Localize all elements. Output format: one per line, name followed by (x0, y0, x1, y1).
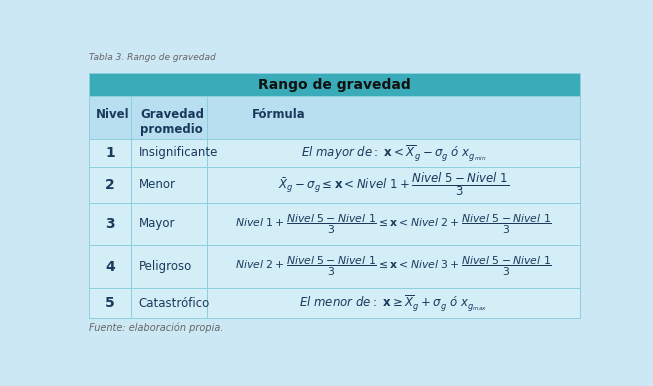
Text: Tabla 3. Rango de gravedad: Tabla 3. Rango de gravedad (89, 53, 216, 62)
Text: Nivel: Nivel (95, 108, 129, 122)
Text: $\mathit{El\ mayor\ de:}\ \mathbf{x} < \overline{X}_g - \sigma_g\ ó\ x_{g_{min}}: $\mathit{El\ mayor\ de:}\ \mathbf{x} < \… (301, 143, 486, 163)
Text: Menor: Menor (138, 178, 176, 191)
Text: $Nivel\ 2 + \dfrac{Nivel\ 5 - Nivel\ 1}{3} \leq \mathbf{x} < Nivel\ 3 + \dfrac{N: $Nivel\ 2 + \dfrac{Nivel\ 5 - Nivel\ 1}{… (235, 255, 552, 278)
Bar (207, 139, 580, 167)
Bar (89, 167, 131, 203)
Text: Mayor: Mayor (138, 217, 175, 230)
Text: Insignificante: Insignificante (138, 146, 218, 159)
Text: 1: 1 (105, 146, 115, 160)
Text: Peligroso: Peligroso (138, 260, 192, 273)
Bar (131, 167, 207, 203)
Text: 4: 4 (105, 260, 115, 274)
Text: 2: 2 (105, 178, 115, 192)
Text: Catastrófico: Catastrófico (138, 296, 210, 310)
Bar (207, 245, 580, 288)
Text: Gravedad
promedio: Gravedad promedio (140, 108, 204, 136)
Text: $Nivel\ 1 + \dfrac{Nivel\ 5 - Nivel\ 1}{3} \leq \mathbf{x} < Nivel\ 2 + \dfrac{N: $Nivel\ 1 + \dfrac{Nivel\ 5 - Nivel\ 1}{… (235, 212, 552, 235)
Text: Fuente: elaboración propia.: Fuente: elaboración propia. (89, 323, 224, 333)
Bar (89, 245, 131, 288)
Bar (89, 288, 131, 318)
Bar (207, 288, 580, 318)
Bar (89, 139, 131, 167)
Bar (89, 73, 580, 96)
Bar (131, 139, 207, 167)
Text: $\bar{X}_g - \sigma_g \leq \mathbf{x} < Nivel\ 1 + \dfrac{Nivel\ 5 - Nivel\ 1}{3: $\bar{X}_g - \sigma_g \leq \mathbf{x} < … (278, 171, 509, 198)
Bar (89, 96, 131, 139)
Bar (207, 167, 580, 203)
Bar (207, 203, 580, 245)
Text: Fórmula: Fórmula (252, 108, 306, 122)
Bar (207, 96, 580, 139)
Bar (131, 96, 207, 139)
Text: $\mathit{El\ menor\ de:}\ \mathbf{x} \geq \overline{X}_g + \sigma_g\ ó\ x_{g_{ma: $\mathit{El\ menor\ de:}\ \mathbf{x} \ge… (300, 293, 488, 313)
Text: 3: 3 (105, 217, 115, 231)
Bar (131, 203, 207, 245)
Bar (131, 288, 207, 318)
Text: 5: 5 (105, 296, 115, 310)
Bar (89, 203, 131, 245)
Bar (131, 245, 207, 288)
Text: Rango de gravedad: Rango de gravedad (259, 78, 411, 92)
